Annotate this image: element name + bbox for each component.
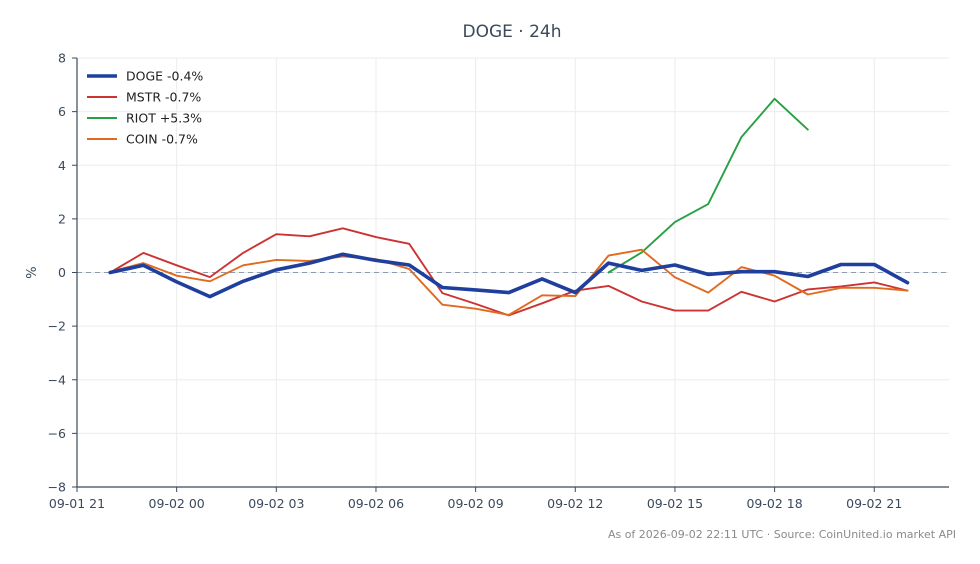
- source-footnote: As of 2026-09-02 22:11 UTC · Source: Coi…: [608, 528, 956, 541]
- x-tick-label: 09-02 06: [348, 496, 404, 511]
- y-axis-label: %: [25, 266, 40, 278]
- series-line-1: [108, 252, 910, 299]
- y-tick-label: −2: [48, 319, 66, 334]
- series-line-4: [109, 248, 909, 316]
- x-tick-label: 09-02 03: [248, 496, 304, 511]
- x-tick-label: 09-02 21: [846, 496, 902, 511]
- y-tick-label: 4: [58, 158, 66, 173]
- y-tick-label: −6: [48, 426, 66, 441]
- x-tick-label: 09-02 00: [149, 496, 205, 511]
- x-tick-label: 09-02 18: [746, 496, 802, 511]
- legend-label: MSTR -0.7%: [126, 90, 201, 105]
- legend-label: DOGE -0.4%: [126, 69, 203, 84]
- y-tick-label: 6: [58, 104, 66, 119]
- x-tick-label: 09-02 15: [647, 496, 703, 511]
- legend: DOGE -0.4% MSTR -0.7% RIOT +5.3% COIN -0.7%: [87, 69, 203, 147]
- x-tick-label: 09-01 21: [49, 496, 105, 511]
- series-line-3: [607, 97, 809, 274]
- x-tick-label: 09-02 09: [448, 496, 504, 511]
- chart-title: DOGE · 24h: [462, 22, 561, 42]
- y-tick-label: −8: [48, 480, 66, 495]
- series-lines: [108, 97, 910, 317]
- axes: 8 6 4 2 0 −2 −4 −6 −809-01 21 09-02 00 09-02 03 09-…: [48, 51, 949, 511]
- legend-label: COIN -0.7%: [126, 132, 198, 147]
- y-tick-label: −4: [48, 372, 66, 387]
- y-tick-label: 8: [58, 51, 66, 66]
- y-tick-label: 2: [58, 211, 66, 226]
- y-tick-label: 0: [58, 265, 66, 280]
- legend-label: RIOT +5.3%: [126, 111, 202, 126]
- x-tick-label: 09-02 12: [547, 496, 603, 511]
